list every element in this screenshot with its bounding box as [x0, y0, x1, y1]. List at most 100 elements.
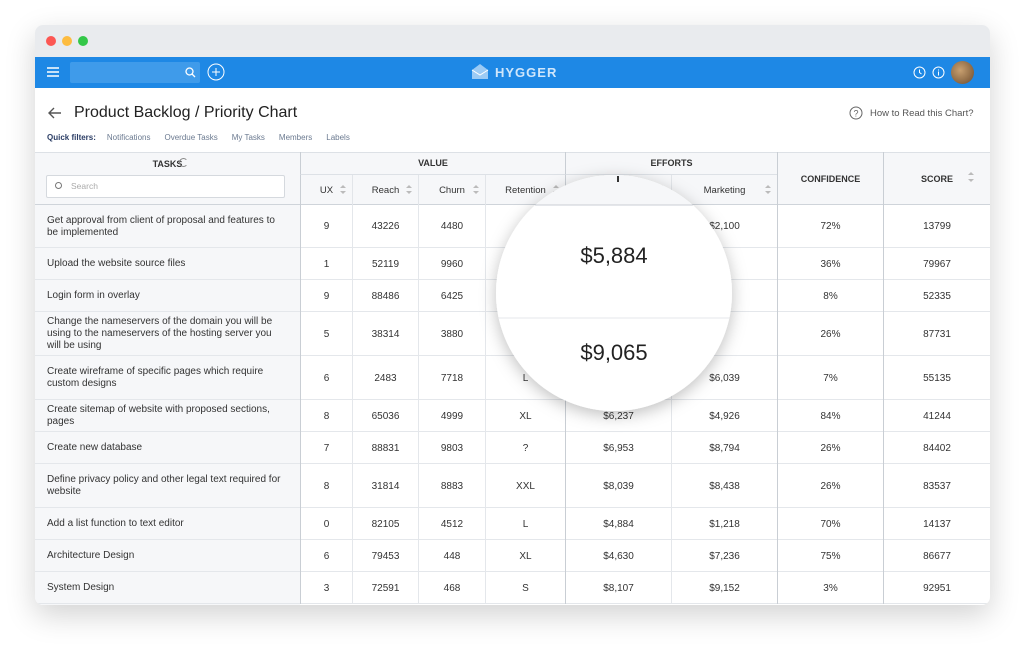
- filter-item[interactable]: Labels: [326, 133, 350, 142]
- nav-search[interactable]: [70, 62, 200, 83]
- cell-value: 26%: [777, 312, 883, 356]
- filter-item[interactable]: My Tasks: [231, 133, 265, 142]
- back-arrow[interactable]: [48, 107, 62, 119]
- cell-value: 468: [418, 572, 485, 604]
- cell-value: 4999: [418, 400, 485, 432]
- filter-item[interactable]: Notifications: [106, 133, 151, 142]
- info-icon[interactable]: [932, 66, 945, 79]
- cell-value: $4,884: [565, 508, 671, 540]
- cell-value: L: [485, 508, 565, 540]
- cell-value: $1,218: [671, 508, 777, 540]
- task-search[interactable]: Search: [46, 175, 285, 198]
- cell-value: 8883: [418, 464, 485, 508]
- task-name[interactable]: Change the nameservers of the domain you…: [47, 316, 273, 351]
- quick-filters: Quick filters: Notifications Overdue Task…: [47, 133, 350, 142]
- cell-value: $6,237: [565, 400, 671, 432]
- cell-value: 8%: [777, 280, 883, 312]
- group-header: VALUE: [300, 152, 565, 175]
- cell-value: 4480: [418, 205, 485, 248]
- cell-value: [485, 205, 565, 248]
- magnifier: $5,884 $9,065: [496, 175, 732, 411]
- cell-value: $8,794: [671, 432, 777, 464]
- sync-icon[interactable]: [179, 158, 188, 167]
- search-icon: [55, 182, 62, 189]
- cell-value: 31814: [352, 464, 418, 508]
- cell-value: 6425: [418, 280, 485, 312]
- cell-value: 75%: [777, 540, 883, 572]
- task-name[interactable]: Create new database: [47, 442, 143, 453]
- cell-value: 26%: [777, 464, 883, 508]
- add-button[interactable]: [207, 63, 225, 81]
- cell-value: 3%: [777, 572, 883, 604]
- cell-value: 3880: [418, 312, 485, 356]
- brand-name: HYGGER: [495, 65, 558, 80]
- help-icon[interactable]: ?: [849, 106, 863, 120]
- sort-icon: [968, 172, 974, 175]
- row-divider: [35, 355, 990, 356]
- cell-value: 4512: [418, 508, 485, 540]
- cell-value: 52335: [883, 280, 990, 312]
- magnifier-part: [496, 175, 732, 411]
- history-icon[interactable]: [913, 66, 926, 79]
- maximize-dot[interactable]: [78, 36, 88, 46]
- cell-value: 448: [418, 540, 485, 572]
- filter-item[interactable]: Members: [278, 133, 313, 142]
- cell-value: 43226: [352, 205, 418, 248]
- cell-value: 41244: [883, 400, 990, 432]
- cell-value: 84402: [883, 432, 990, 464]
- cell-value: 8: [300, 464, 352, 508]
- cell-value: 38314: [352, 312, 418, 356]
- filter-item[interactable]: Overdue Tasks: [164, 133, 218, 142]
- cell-value: 83537: [883, 464, 990, 508]
- cell-value: 82105: [352, 508, 418, 540]
- task-name[interactable]: Add a list function to text editor: [47, 518, 184, 529]
- menu-icon[interactable]: [47, 67, 59, 77]
- cell-value: $8,107: [565, 572, 671, 604]
- column-header[interactable]: UX: [300, 175, 352, 205]
- column-header[interactable]: Churn: [418, 175, 485, 205]
- task-name[interactable]: Get approval from client of proposal and…: [47, 214, 275, 238]
- cell-value: $4,630: [565, 540, 671, 572]
- task-name[interactable]: Login form in overlay: [47, 290, 140, 301]
- task-name[interactable]: System Design: [47, 582, 115, 593]
- sort-icon: [473, 185, 479, 188]
- page-title: Product Backlog / Priority Chart: [74, 104, 298, 121]
- sort-icon: [968, 179, 974, 182]
- cell-value: [485, 312, 565, 356]
- group-header[interactable]: CONFIDENCE: [777, 152, 883, 205]
- row-divider: [35, 463, 990, 464]
- cell-value: 5: [300, 312, 352, 356]
- task-name[interactable]: Create wireframe of specific pages which…: [47, 366, 264, 389]
- cell-value: $7,236: [671, 540, 777, 572]
- task-name[interactable]: Create sitemap of website with proposed …: [47, 404, 270, 427]
- group-header[interactable]: SCORE: [883, 152, 990, 205]
- column-header[interactable]: Reach: [352, 175, 418, 205]
- cell-value: 9: [300, 280, 352, 312]
- group-header: TASKS: [152, 158, 183, 169]
- cell-value: 79453: [352, 540, 418, 572]
- cell-value: 70%: [777, 508, 883, 540]
- cell-value: 65036: [352, 400, 418, 432]
- task-name[interactable]: Architecture Design: [47, 550, 135, 561]
- avatar[interactable]: [951, 61, 974, 84]
- sort-icon: [473, 191, 479, 194]
- title-bar: [35, 25, 990, 57]
- row-divider: [35, 431, 990, 432]
- nav-bar: HYGGER: [35, 57, 990, 88]
- cell-value: ?: [485, 432, 565, 464]
- cell-value: 2483: [352, 356, 418, 400]
- magnifier-part: [496, 175, 732, 205]
- cell-value: $9,152: [671, 572, 777, 604]
- minimize-dot[interactable]: [62, 36, 72, 46]
- cell-value: $8,438: [671, 464, 777, 508]
- cell-value: $4,926: [671, 400, 777, 432]
- row-divider: [35, 399, 990, 400]
- close-dot[interactable]: [46, 36, 56, 46]
- task-name[interactable]: Upload the website source files: [47, 258, 186, 269]
- cell-value: 84%: [777, 400, 883, 432]
- cell-value: 3: [300, 572, 352, 604]
- cell-value: XL: [485, 540, 565, 572]
- task-name[interactable]: Define privacy policy and other legal te…: [47, 474, 281, 497]
- cell-value: 52119: [352, 248, 418, 280]
- help-link[interactable]: How to Read this Chart?: [870, 108, 974, 119]
